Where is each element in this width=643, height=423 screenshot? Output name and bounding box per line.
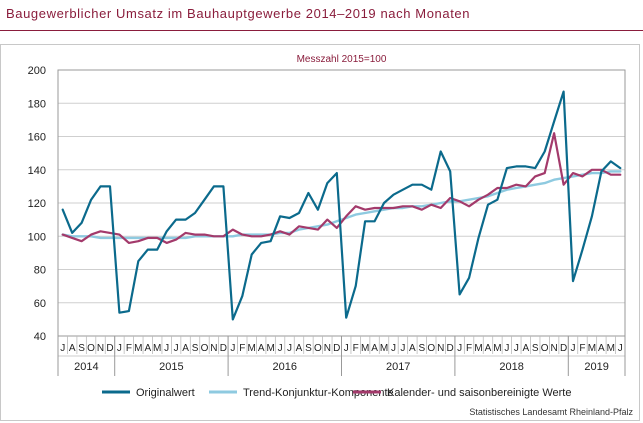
x-tick-label: M bbox=[248, 343, 256, 354]
x-tick-label: J bbox=[400, 343, 405, 354]
legend-label: Trend-Konjunktur-Komponente bbox=[243, 387, 394, 399]
x-tick-label: M bbox=[380, 343, 388, 354]
y-tick-label: 200 bbox=[28, 65, 46, 77]
x-tick-label: F bbox=[579, 343, 585, 354]
x-tick-label: J bbox=[278, 343, 283, 354]
y-tick-label: 120 bbox=[28, 198, 46, 210]
x-tick-label: J bbox=[571, 343, 576, 354]
x-tick-label: F bbox=[466, 343, 472, 354]
x-tick-label: D bbox=[220, 343, 227, 354]
x-tick-label: O bbox=[427, 343, 435, 354]
x-tick-label: J bbox=[230, 343, 235, 354]
year-label: 2015 bbox=[159, 361, 183, 373]
x-tick-label: O bbox=[314, 343, 322, 354]
x-tick-label: M bbox=[474, 343, 482, 354]
x-tick-label: J bbox=[618, 343, 623, 354]
x-tick-label: D bbox=[106, 343, 113, 354]
x-tick-label: M bbox=[607, 343, 615, 354]
year-label: 2018 bbox=[499, 361, 523, 373]
axes: Messzahl 2015=100 40 60 80 100 120 140 160 180 20… bbox=[28, 54, 626, 376]
x-tick-label: J bbox=[60, 343, 65, 354]
x-tick-label: J bbox=[391, 343, 396, 354]
x-tick-label: J bbox=[457, 343, 462, 354]
x-tick-label: N bbox=[551, 343, 558, 354]
x-tick-label: S bbox=[305, 343, 312, 354]
chart-title: Baugewerblicher Umsatz im Bauhauptgewerb… bbox=[6, 6, 471, 21]
x-tick-label: S bbox=[192, 343, 199, 354]
x-tick-label: S bbox=[418, 343, 425, 354]
source-note: Statistisches Landesamt Rheinland-Pfalz bbox=[469, 407, 633, 417]
x-tick-label: J bbox=[287, 343, 292, 354]
x-tick-label: J bbox=[117, 343, 122, 354]
series-line-0 bbox=[61, 90, 622, 321]
x-tick-label: A bbox=[371, 343, 378, 354]
x-tick-label: A bbox=[182, 343, 189, 354]
grid-lines bbox=[58, 102, 625, 304]
x-tick-label: J bbox=[164, 343, 169, 354]
x-tick-label: M bbox=[153, 343, 161, 354]
series-line-1 bbox=[61, 170, 622, 240]
legend-label: Originalwert bbox=[136, 387, 195, 399]
x-tick-label: D bbox=[447, 343, 454, 354]
x-tick-label: N bbox=[97, 343, 104, 354]
x-tick-label: J bbox=[344, 343, 349, 354]
x-tick-label: M bbox=[493, 343, 501, 354]
chart-frame bbox=[0, 44, 640, 421]
x-tick-label: F bbox=[126, 343, 132, 354]
x-tick-label: A bbox=[598, 343, 605, 354]
series-line-2 bbox=[61, 132, 622, 244]
x-tick-label: J bbox=[514, 343, 519, 354]
x-tick-label: D bbox=[333, 343, 340, 354]
legend-label: Kalender- und saisonbereinigte Werte bbox=[387, 387, 571, 399]
x-tick-label: J bbox=[174, 343, 179, 354]
x-tick-label: O bbox=[87, 343, 95, 354]
x-tick-label: A bbox=[69, 343, 76, 354]
y-tick-label: 140 bbox=[28, 165, 46, 177]
y-tick-label: 80 bbox=[34, 265, 46, 277]
x-tick-label: D bbox=[560, 343, 567, 354]
x-tick-label: A bbox=[522, 343, 529, 354]
y-tick-label: 40 bbox=[34, 331, 46, 343]
year-label: 2016 bbox=[273, 361, 297, 373]
x-tick-label: M bbox=[266, 343, 274, 354]
x-tick-label: N bbox=[437, 343, 444, 354]
title-rule bbox=[0, 30, 643, 31]
x-tick-label: A bbox=[144, 343, 151, 354]
y-tick-label: 160 bbox=[28, 132, 46, 144]
x-tick-label: O bbox=[541, 343, 549, 354]
x-tick-label: A bbox=[409, 343, 416, 354]
x-tick-label: S bbox=[532, 343, 539, 354]
x-tick-label: J bbox=[504, 343, 509, 354]
x-tick-label: A bbox=[485, 343, 492, 354]
year-label: 2014 bbox=[74, 361, 98, 373]
x-tick-label: A bbox=[296, 343, 303, 354]
x-tick-label: A bbox=[258, 343, 265, 354]
x-tick-label: N bbox=[210, 343, 217, 354]
chart-subtitle: Messzahl 2015=100 bbox=[297, 54, 387, 65]
year-label: 2017 bbox=[386, 361, 410, 373]
x-tick-label: F bbox=[353, 343, 359, 354]
x-tick-label: M bbox=[588, 343, 596, 354]
x-tick-label: F bbox=[239, 343, 245, 354]
y-tick-label: 180 bbox=[28, 98, 46, 110]
y-tick-label: 60 bbox=[34, 298, 46, 310]
x-tick-label: M bbox=[134, 343, 142, 354]
legend: Originalwert Trend-Konjunktur-KomponenteK… bbox=[102, 387, 571, 399]
series-lines bbox=[61, 90, 622, 321]
x-tick-label: S bbox=[78, 343, 85, 354]
year-label: 2019 bbox=[584, 361, 608, 373]
x-tick-label: O bbox=[201, 343, 209, 354]
x-tick-label: M bbox=[361, 343, 369, 354]
x-tick-label: N bbox=[324, 343, 331, 354]
y-tick-label: 100 bbox=[28, 231, 46, 243]
